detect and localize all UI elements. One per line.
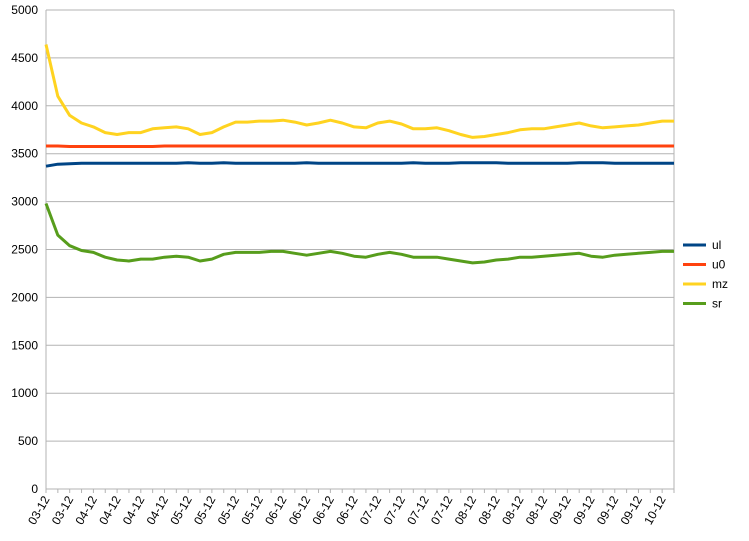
y-tick-label: 1000 (11, 386, 38, 400)
x-tick-label: 09-12 (546, 493, 574, 527)
y-tick-label: 2500 (11, 243, 38, 257)
x-tick-label: 07-12 (381, 493, 409, 527)
x-tick-label: 03-12 (25, 493, 53, 527)
series-line (46, 144, 674, 148)
x-tick-label: 03-12 (49, 493, 77, 527)
y-tick-label: 0 (31, 482, 38, 496)
legend-label: u0 (712, 258, 726, 272)
x-tick-label: 10-12 (641, 493, 669, 527)
x-tick-label: 06-12 (309, 493, 337, 527)
x-tick-label: 07-12 (428, 493, 456, 527)
y-tick-label: 5000 (11, 3, 38, 17)
x-tick-label: 05-12 (191, 493, 219, 527)
y-tick-label: 3500 (11, 147, 38, 161)
x-tick-label: 08-12 (499, 493, 527, 527)
y-tick-label: 1500 (11, 338, 38, 352)
x-tick-label: 05-12 (215, 493, 243, 527)
x-tick-label: 08-12 (452, 493, 480, 527)
y-tick-label: 2000 (11, 290, 38, 304)
legend-label: ul (712, 238, 721, 252)
x-tick-label: 06-12 (286, 493, 314, 527)
y-tick-label: 4500 (11, 51, 38, 65)
x-tick-label: 07-12 (357, 493, 385, 527)
x-tick-label: 04-12 (73, 493, 101, 527)
x-tick-label: 05-12 (167, 493, 195, 527)
series-line (44, 44, 674, 139)
legend-label: mz (712, 277, 728, 291)
x-tick-label: 04-12 (144, 493, 172, 527)
x-tick-label: 09-12 (570, 493, 598, 527)
legend-label: sr (712, 297, 722, 311)
x-tick-label: 08-12 (475, 493, 503, 527)
x-tick-label: 06-12 (262, 493, 290, 527)
x-tick-label: 04-12 (96, 493, 124, 527)
x-tick-label: 07-12 (404, 493, 432, 527)
x-tick-label: 05-12 (238, 493, 266, 527)
x-tick-label: 08-12 (523, 493, 551, 527)
x-tick-label: 09-12 (594, 493, 622, 527)
series-line (45, 161, 674, 168)
x-tick-label: 09-12 (618, 493, 646, 527)
x-tick-label: 04-12 (120, 493, 148, 527)
y-tick-label: 500 (18, 434, 38, 448)
series-line (44, 202, 674, 265)
y-tick-label: 3000 (11, 195, 38, 209)
x-tick-label: 06-12 (333, 493, 361, 527)
y-tick-label: 4000 (11, 99, 38, 113)
